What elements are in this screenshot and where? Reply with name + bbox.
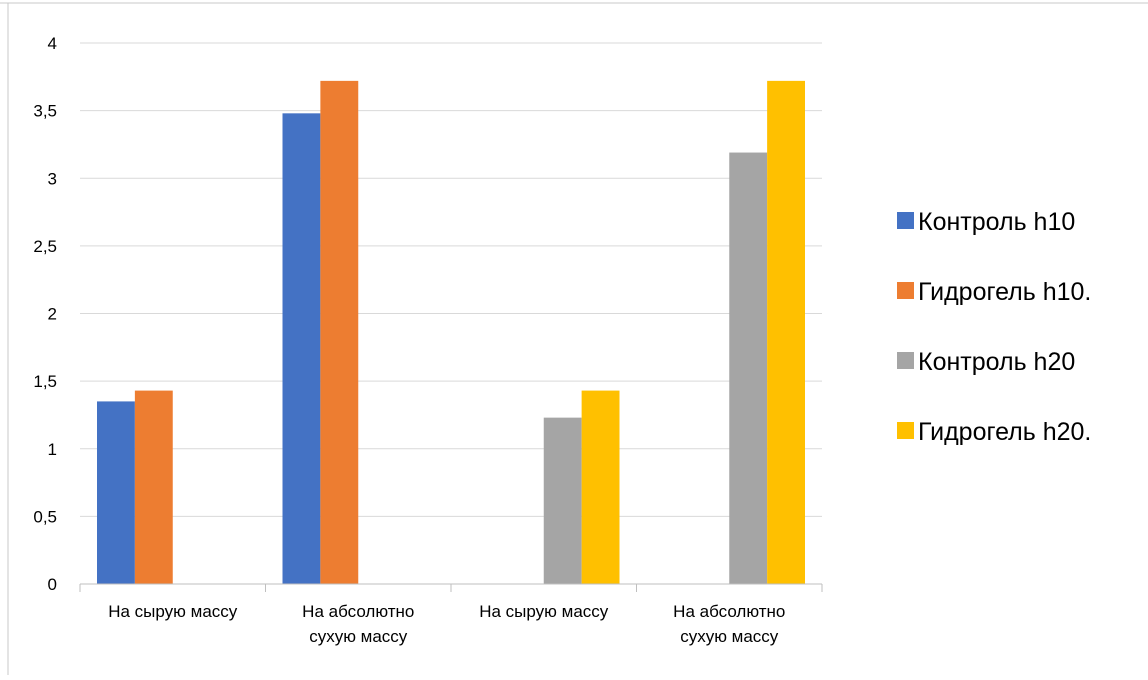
legend-label: Контроль h20 — [918, 348, 1075, 376]
bar — [320, 80, 359, 585]
bar — [543, 417, 582, 584]
y-tick-label: 2 — [48, 305, 57, 324]
x-axis-category-labels: На сырую массу На абсолютно сухую массу На … — [108, 602, 785, 646]
x-category-label: На сырую массу — [108, 602, 238, 621]
legend-swatch — [897, 282, 914, 299]
legend-swatch — [897, 422, 914, 439]
y-tick-label: 1,5 — [33, 372, 57, 391]
x-category-label: На абсолютно — [673, 602, 785, 621]
bar — [767, 80, 805, 585]
x-category-label: сухую массу — [680, 627, 779, 646]
y-tick-label: 0,5 — [33, 507, 57, 526]
legend-swatch — [897, 352, 914, 369]
y-tick-label: 0 — [48, 575, 57, 594]
gridlines — [80, 42, 822, 517]
legend-label: Контроль h10 — [918, 208, 1075, 236]
bar — [134, 390, 173, 584]
bar — [729, 152, 768, 585]
y-axis-tick-labels: 0 0,5 1 1,5 2 2,5 3 3,5 4 — [33, 34, 57, 594]
x-axis — [79, 583, 823, 592]
y-tick-label: 2,5 — [33, 237, 57, 256]
bar — [97, 401, 135, 584]
legend-swatch — [897, 212, 914, 229]
y-tick-label: 3,5 — [33, 102, 57, 121]
x-category-label: сухую массу — [309, 627, 408, 646]
y-tick-label: 3 — [48, 169, 57, 188]
x-category-label: На сырую массу — [479, 602, 609, 621]
bars — [97, 80, 805, 585]
y-tick-label: 1 — [48, 440, 57, 459]
bar — [282, 113, 321, 584]
legend-label: Гидрогель h10. — [918, 278, 1091, 306]
y-tick-label: 4 — [48, 34, 57, 53]
legend: Контроль h10 Гидрогель h10. Контроль h20 Ги… — [897, 208, 1091, 446]
x-category-label: На абсолютно — [302, 602, 414, 621]
legend-label: Гидрогель h20. — [918, 418, 1091, 446]
bar — [581, 390, 620, 584]
